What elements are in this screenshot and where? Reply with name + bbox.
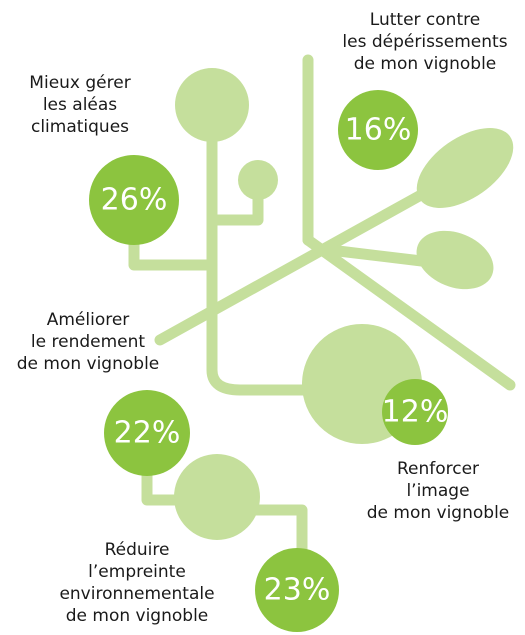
label: le rendement [31, 332, 145, 352]
label: de mon vignoble [354, 54, 497, 74]
stem [134, 240, 212, 265]
value: 22% [114, 416, 181, 451]
label: de mon vignoble [66, 606, 209, 626]
leaf [403, 112, 525, 224]
label: Réduire [105, 540, 170, 560]
value: 26% [101, 183, 168, 218]
label: les aléas [43, 95, 117, 115]
label: Mieux gérer [29, 73, 130, 93]
bud [238, 160, 278, 200]
value: 12% [382, 395, 449, 430]
branches [134, 60, 525, 580]
value: 16% [345, 113, 412, 148]
label: de mon vignoble [367, 503, 510, 523]
label: Améliorer [47, 310, 130, 330]
label: Lutter contre [370, 10, 480, 30]
bud [175, 68, 249, 142]
label: les dépérissements [342, 32, 507, 52]
leaf [408, 220, 502, 300]
value: 23% [264, 573, 331, 608]
label: l’empreinte [88, 562, 186, 582]
label: environnementale [59, 584, 214, 604]
label: l’image [406, 481, 469, 501]
label: Renforcer [397, 459, 479, 479]
label: climatiques [31, 117, 129, 137]
bud [174, 454, 260, 540]
infographic: 26% Mieux gérerles aléasclimatiques 16% Lut… [0, 0, 525, 635]
label: de mon vignoble [17, 354, 160, 374]
